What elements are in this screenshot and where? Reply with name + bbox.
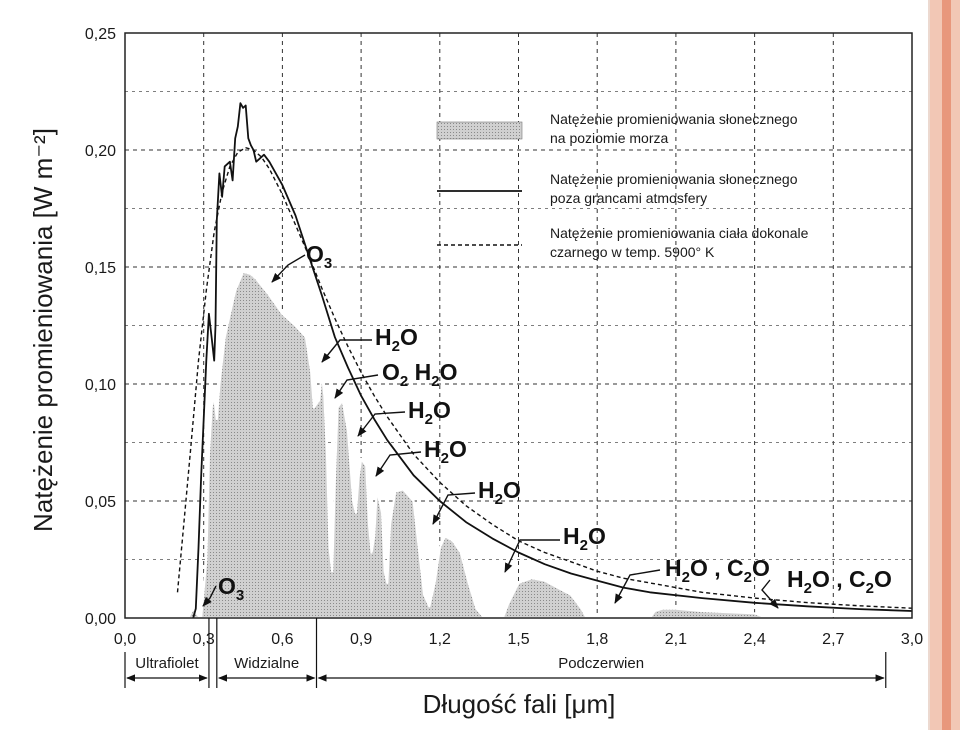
y-tick-label: 0,10 [85,377,116,394]
slide-decorative-border [928,0,960,730]
formula-part: H [478,477,495,503]
annotation-formula: O2 H2O [382,359,457,390]
x-tick-label: 0,0 [114,631,136,648]
formula-subscript: 2 [400,373,408,390]
x-tick-label: 0,6 [271,631,293,648]
x-tick-label: 1,2 [429,631,451,648]
formula-part: O [382,359,400,385]
formula-part: H [787,566,804,592]
x-tick-label: 1,5 [507,631,529,648]
tick-labels: 0,0 0,3 0,6 0,9 1,2 1,5 1,8 2,1 2,4 2,7 3,0 0,00 0,0… [85,26,923,648]
spectral-regions: Ultrafiolet Widzialne Podczerwien [124,618,887,688]
annotation-formula: H2O [424,436,467,467]
formula-part: O [433,397,451,423]
legend-swatch-shaded [436,121,523,140]
y-axis-label: Natężenie promieniowania [W m⁻²] [28,128,58,532]
annotation-arrow [202,585,217,607]
region-label: Ultrafiolet [135,655,199,672]
series-extraterrestrial-line [192,102,913,619]
slide-decorative-stripe [942,0,951,730]
legend-label: na poziomie morza [550,130,668,146]
formula-part: O [588,523,606,549]
legend-label: Natężenie promieniowania słonecznego [550,171,798,187]
legend-label: Natężenie promieniowania słonecznego [550,111,798,127]
formula-subscript: 2 [425,411,433,428]
legend-label: poza grancami atmosfery [550,190,707,206]
annotation-formula: H2O [478,477,521,508]
formula-part: O , C [812,566,866,592]
legend-label: czarnego w temp. 5900° K [550,244,715,260]
annotation-formula: H2O [408,397,451,428]
annotation-formula: H2O , C2O [787,566,892,597]
formula-subscript: 2 [580,537,588,554]
annotation-arrow [504,539,560,573]
series-blackbody-line [176,146,913,609]
series-sea-level-area [186,270,769,620]
x-tick-label: 1,8 [586,631,608,648]
y-tick-label: 0,00 [85,611,116,628]
formula-part: O [306,241,324,267]
annotation-arrow [761,579,779,609]
formula-subscript: 2 [431,373,439,390]
spectrum-chart: 0,0 0,3 0,6 0,9 1,2 1,5 1,8 2,1 2,4 2,7 3,0 0,00 0,0… [28,26,923,719]
formula-part: O , C [690,555,744,581]
formula-part: O [449,436,467,462]
formula-part: H [408,359,431,385]
formula-subscript: 2 [744,569,752,586]
formula-part: H [424,436,441,462]
x-tick-label: 0,9 [350,631,372,648]
formula-subscript: 3 [324,255,332,272]
x-tick-label: 2,1 [665,631,687,648]
annotation-arrow [271,254,306,283]
region-label: Podczerwien [558,655,644,672]
annotation-arrow [375,451,422,477]
y-tick-label: 0,15 [85,260,116,277]
annotation-arrow [614,569,661,604]
legend: Natężenie promieniowania słonecznego na p… [436,111,809,260]
y-tick-label: 0,25 [85,26,116,43]
formula-subscript: 2 [392,338,400,355]
formula-subscript: 2 [495,491,503,508]
region-label: Widzialne [234,655,299,672]
annotation-arrow [432,492,476,525]
formula-part: H [408,397,425,423]
formula-subscript: 3 [236,587,244,604]
legend-label: Natężenie promieniowania ciała dokonale [550,225,809,241]
series-layer [176,102,913,620]
annotation-formula: H2O [375,324,418,355]
formula-part: O [400,324,418,350]
formula-part: H [375,324,392,350]
annotation-arrow [321,339,372,363]
x-tick-label: 0,3 [193,631,215,648]
annotation-formula: O3 [218,573,244,604]
y-tick-label: 0,05 [85,494,116,511]
formula-part: O [218,573,236,599]
formula-part: O [874,566,892,592]
formula-part: O [752,555,770,581]
annotation-formula: H2O [563,523,606,554]
annotation-arrow [357,411,406,437]
x-tick-label: 2,7 [822,631,844,648]
annotation-arrow [334,374,379,399]
formula-subscript: 2 [682,569,690,586]
formula-part: O [440,359,458,385]
annotation-formula: H2O , C2O [665,555,770,586]
formula-part: O [503,477,521,503]
plot-frame [124,32,913,619]
x-tick-label: 2,4 [743,631,765,648]
formula-part: H [665,555,682,581]
x-tick-label: 3,0 [901,631,923,648]
annotation-formula: O3 [306,241,332,272]
formula-part: H [563,523,580,549]
formula-subscript: 2 [804,580,812,597]
x-axis-label: Długość fali [μm] [423,689,616,719]
formula-subscript: 2 [441,450,449,467]
y-tick-label: 0,20 [85,143,116,160]
formula-subscript: 2 [866,580,874,597]
